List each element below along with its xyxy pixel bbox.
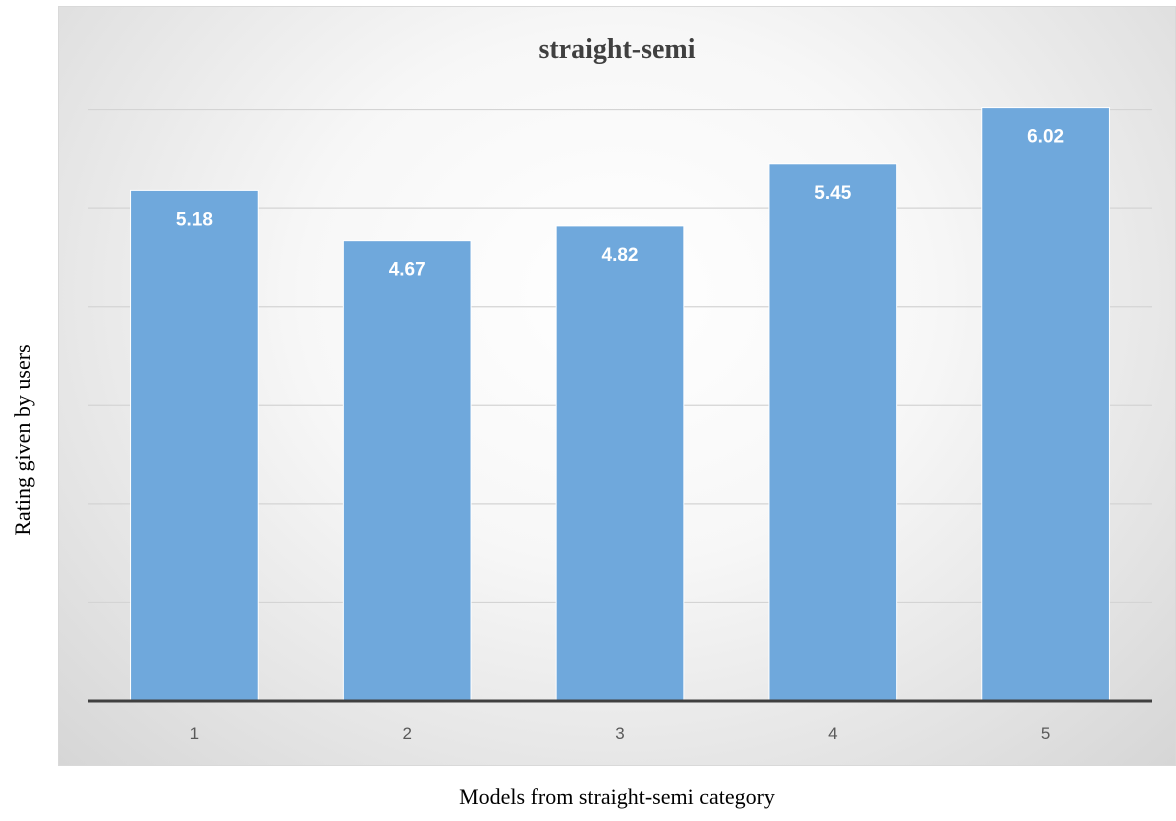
- x-tick-labels: 1 2 3 4 5: [190, 724, 1051, 743]
- x-tick-label-2: 2: [402, 724, 411, 743]
- x-tick-label-1: 1: [190, 724, 199, 743]
- gridlines: [88, 108, 1152, 604]
- data-labels: 5.18 4.67 4.82 5.45 6.02: [176, 127, 1064, 281]
- bar-2: [342, 240, 472, 702]
- x-tick-label-5: 5: [1041, 724, 1050, 743]
- x-axis-label: Models from straight-semi category: [459, 784, 775, 809]
- data-label-5: 6.02: [1027, 127, 1064, 148]
- data-label-2: 4.67: [389, 260, 426, 281]
- bar-1: [130, 189, 259, 702]
- bars: [130, 107, 1110, 702]
- data-label-3: 4.82: [602, 245, 639, 266]
- data-label-1: 5.18: [176, 209, 213, 230]
- x-tick-label-3: 3: [615, 724, 624, 743]
- x-tick-label-4: 4: [828, 724, 837, 743]
- chart-title: straight-semi: [538, 34, 695, 65]
- bar-3: [555, 225, 685, 702]
- y-axis-label: Rating given by users: [10, 344, 35, 535]
- bar-4: [768, 163, 898, 702]
- bar-5: [981, 107, 1110, 702]
- data-label-4: 5.45: [814, 183, 851, 204]
